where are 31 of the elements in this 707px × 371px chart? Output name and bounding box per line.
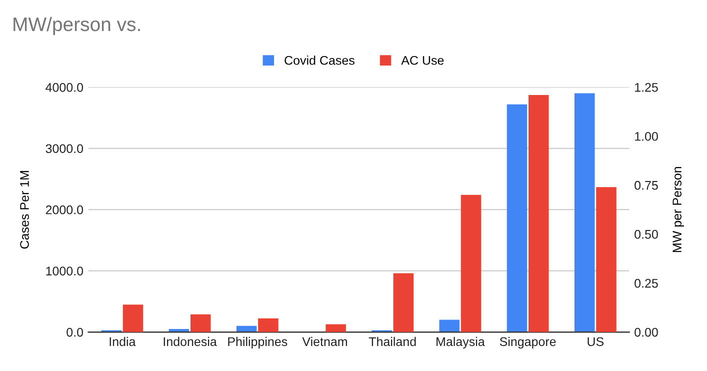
y2-tick-label: 0.00 [634, 328, 658, 337]
y2-tick-label: 0.75 [634, 180, 658, 190]
bar [326, 324, 346, 332]
x-tick-label: Philippines [228, 336, 288, 349]
x-tick-label: Thailand [368, 336, 416, 346]
y2-tick-label: 0.50 [634, 230, 658, 239]
legend-label: AC Use [401, 56, 444, 65]
chart-title: MW/person vs. [14, 16, 140, 36]
bar [460, 194, 482, 332]
x-tick-label: Singapore [500, 336, 556, 349]
y2-tick-label: 1.00 [635, 132, 658, 141]
x-tick-label: US [588, 337, 604, 346]
y-axis-title: Cases Per 1M [20, 171, 29, 249]
legend-label: Covid Cases [284, 56, 354, 65]
y-tick-label: 2000.0 [46, 205, 84, 214]
bar [439, 320, 460, 332]
x-tick-label: India [110, 336, 136, 346]
y2-axis-title: MW per Person [672, 167, 684, 252]
bar [258, 318, 278, 332]
y-tick-label: 1000.0 [46, 266, 84, 276]
y2-tick-label: 0.25 [634, 278, 658, 288]
y-tick-label: 4000.0 [46, 82, 84, 92]
y-tick-label: 3000.0 [46, 144, 84, 154]
x-tick-label: Indonesia [164, 336, 217, 346]
bar [122, 304, 144, 332]
x-tick-label: Vietnam [302, 336, 347, 346]
bar [393, 273, 414, 332]
y-tick-label: 0.0 [66, 328, 84, 337]
bar [190, 314, 211, 332]
x-tick-label: Malaysia [436, 336, 485, 349]
y2-tick-label: 1.25 [635, 82, 658, 92]
